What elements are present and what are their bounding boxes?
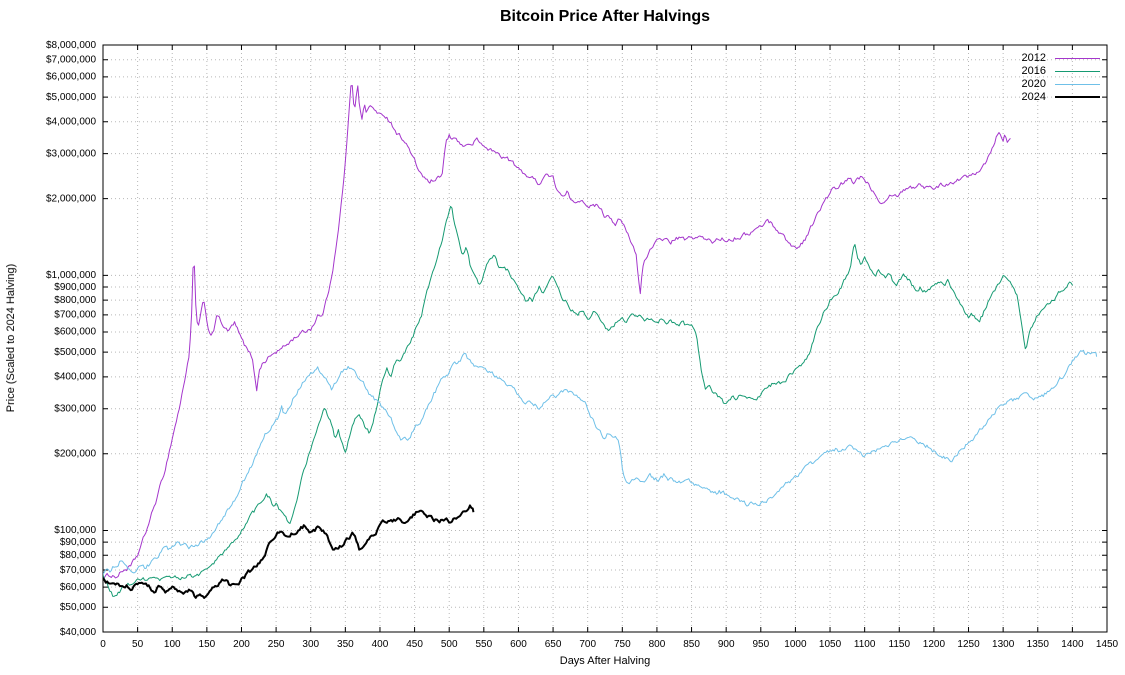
legend-line-sample xyxy=(1055,70,1100,72)
legend-line-sample xyxy=(1055,96,1100,98)
legend-label: 2020 xyxy=(1021,78,1046,90)
legend-line-sample xyxy=(1055,83,1100,85)
legend-item: 2024 xyxy=(1021,91,1100,103)
legend-item: 2020 xyxy=(1021,78,1100,90)
y-axis-label: Price (Scaled to 2024 Halving) xyxy=(5,263,17,413)
legend-label: 2012 xyxy=(1021,52,1046,64)
legend-item: 2012 xyxy=(1021,52,1100,64)
legend: 2012 2016 2020 2024 xyxy=(1021,52,1100,103)
legend-item: 2016 xyxy=(1021,65,1100,77)
x-axis-label: Days After Halving xyxy=(559,655,651,667)
legend-line-sample xyxy=(1055,57,1100,59)
legend-label: 2024 xyxy=(1021,91,1046,103)
legend-label: 2016 xyxy=(1021,65,1046,77)
chart-title: Bitcoin Price After Halvings xyxy=(499,8,711,25)
